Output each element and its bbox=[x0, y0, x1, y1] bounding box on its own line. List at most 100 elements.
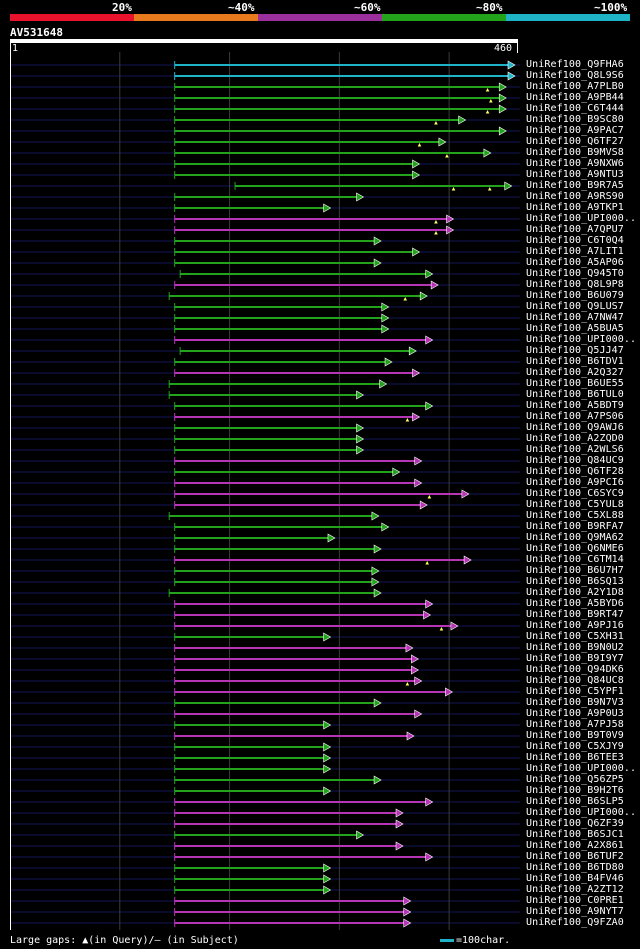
hit-label[interactable]: UniRef100_Q56ZP5 bbox=[526, 774, 624, 785]
hit-label[interactable]: UniRef100_A7NW47 bbox=[526, 312, 624, 323]
hit-label[interactable]: UniRef100_A9NXW6 bbox=[526, 158, 624, 169]
hit-label[interactable]: UniRef100_A7PJ58 bbox=[526, 719, 624, 730]
hit-end-arrow bbox=[356, 434, 365, 444]
hit-label[interactable]: UniRef100_Q9AWJ6 bbox=[526, 422, 624, 433]
hit-label[interactable]: UniRef100_B9N0U2 bbox=[526, 642, 624, 653]
hit-label[interactable]: UniRef100_UPI000.. bbox=[526, 213, 637, 224]
hit-label[interactable]: UniRef100_Q5JJ47 bbox=[526, 345, 624, 356]
hit-label[interactable]: UniRef100_B9R7A5 bbox=[526, 180, 624, 191]
hit-label[interactable]: UniRef100_B9I9Y7 bbox=[526, 653, 624, 664]
hit-end-arrow bbox=[412, 247, 421, 257]
hit-label[interactable]: UniRef100_A7QPU7 bbox=[526, 224, 624, 235]
hit-label[interactable]: UniRef100_Q6ZF39 bbox=[526, 818, 624, 829]
hit-label[interactable]: UniRef100_Q84UC9 bbox=[526, 455, 624, 466]
hit-label[interactable]: UniRef100_A2Q327 bbox=[526, 367, 624, 378]
hit-label[interactable]: UniRef100_B6SJC1 bbox=[526, 829, 624, 840]
hit-label[interactable]: UniRef100_A9NTU3 bbox=[526, 169, 624, 180]
hit-label[interactable]: UniRef100_A9NYT7 bbox=[526, 906, 624, 917]
hit-label[interactable]: UniRef100_C5XJY9 bbox=[526, 741, 624, 752]
hit-end-arrow bbox=[373, 236, 382, 246]
hit-label[interactable]: UniRef100_A9PAC7 bbox=[526, 125, 624, 136]
hit-label[interactable]: UniRef100_B9MVS8 bbox=[526, 147, 624, 158]
hit-end-arrow bbox=[411, 654, 419, 664]
hit-label[interactable]: UniRef100_B9H2T6 bbox=[526, 785, 624, 796]
hit-label[interactable]: UniRef100_Q84UC8 bbox=[526, 675, 624, 686]
hit-label[interactable]: UniRef100_A7PLB0 bbox=[526, 81, 624, 92]
hit-label[interactable]: UniRef100_B9RT47 bbox=[526, 609, 624, 620]
hit-end-arrow bbox=[323, 742, 332, 752]
hit-label[interactable]: UniRef100_B6TUF2 bbox=[526, 851, 624, 862]
hit-label[interactable]: UniRef100_A5BUA5 bbox=[526, 323, 624, 334]
hit-label[interactable]: UniRef100_C5YPF1 bbox=[526, 686, 624, 697]
hit-label[interactable]: UniRef100_C6T0Q4 bbox=[526, 235, 624, 246]
hit-label[interactable]: UniRef100_B6SLP5 bbox=[526, 796, 624, 807]
hit-label[interactable]: UniRef100_B6SQ13 bbox=[526, 576, 624, 587]
hit-label[interactable]: UniRef100_A9PCI6 bbox=[526, 477, 624, 488]
hit-label[interactable]: UniRef100_C6TM14 bbox=[526, 554, 624, 565]
hit-end-arrow bbox=[414, 676, 423, 686]
hit-label[interactable]: UniRef100_C5XL88 bbox=[526, 510, 624, 521]
hit-end-arrow bbox=[498, 126, 507, 136]
hit-label[interactable]: UniRef100_B9SC80 bbox=[526, 114, 624, 125]
hit-label[interactable]: UniRef100_A9PB44 bbox=[526, 92, 624, 103]
hit-label[interactable]: UniRef100_B6TDV1 bbox=[526, 356, 624, 367]
hit-label[interactable]: UniRef100_A9P0U3 bbox=[526, 708, 624, 719]
hit-label[interactable]: UniRef100_Q9FZA0 bbox=[526, 917, 624, 928]
hit-label[interactable]: UniRef100_B6UE55 bbox=[526, 378, 624, 389]
hit-label[interactable]: UniRef100_A9PJ16 bbox=[526, 620, 624, 631]
hit-label[interactable]: UniRef100_C6SYC9 bbox=[526, 488, 624, 499]
hit-label[interactable]: UniRef100_UPI000.. bbox=[526, 334, 637, 345]
hit-label[interactable]: UniRef100_Q94DK6 bbox=[526, 664, 624, 675]
hit-label[interactable]: UniRef100_A2X861 bbox=[526, 840, 624, 851]
hit-end-arrow bbox=[498, 104, 507, 114]
hit-label[interactable]: UniRef100_Q9LUS7 bbox=[526, 301, 624, 312]
hit-label[interactable]: UniRef100_Q8L9P8 bbox=[526, 279, 624, 290]
hit-label[interactable]: UniRef100_UPI000.. bbox=[526, 807, 637, 818]
hit-end-arrow bbox=[323, 885, 332, 895]
legend-label: ~40% bbox=[228, 1, 255, 14]
hit-label[interactable]: UniRef100_Q6NME6 bbox=[526, 543, 624, 554]
hit-label[interactable]: UniRef100_A9RS90 bbox=[526, 191, 624, 202]
hit-label[interactable]: UniRef100_Q6TF28 bbox=[526, 466, 624, 477]
query-gap-marker bbox=[434, 220, 438, 224]
hit-label[interactable]: UniRef100_A5BYD6 bbox=[526, 598, 624, 609]
hit-label[interactable]: UniRef100_B6TD80 bbox=[526, 862, 624, 873]
hit-label[interactable]: UniRef100_B9N7V3 bbox=[526, 697, 624, 708]
hit-label[interactable]: UniRef100_A5AP06 bbox=[526, 257, 624, 268]
hit-label[interactable]: UniRef100_Q9FHA6 bbox=[526, 59, 624, 70]
hit-label[interactable]: UniRef100_C5XH31 bbox=[526, 631, 624, 642]
hit-label[interactable]: UniRef100_A2ZT12 bbox=[526, 884, 624, 895]
hit-label[interactable]: UniRef100_B6U079 bbox=[526, 290, 624, 301]
hit-label[interactable]: UniRef100_A7LIT1 bbox=[526, 246, 624, 257]
hit-label[interactable]: UniRef100_Q9MA62 bbox=[526, 532, 624, 543]
hit-label[interactable]: UniRef100_C5YUL8 bbox=[526, 499, 624, 510]
hit-label[interactable]: UniRef100_A2Y1D8 bbox=[526, 587, 624, 598]
hit-label[interactable]: UniRef100_A9TKP1 bbox=[526, 202, 624, 213]
hit-label[interactable]: UniRef100_A5BDT9 bbox=[526, 400, 624, 411]
hit-label[interactable]: UniRef100_Q8L9S6 bbox=[526, 70, 624, 81]
hit-label[interactable]: UniRef100_B9T0V9 bbox=[526, 730, 624, 741]
hit-end-arrow bbox=[403, 907, 412, 917]
hit-end-arrow bbox=[356, 445, 365, 455]
hit-end-arrow bbox=[414, 478, 423, 488]
hit-end-arrow bbox=[373, 258, 382, 268]
hit-label[interactable]: UniRef100_C6T444 bbox=[526, 103, 624, 114]
hit-label[interactable]: UniRef100_UPI000.. bbox=[526, 763, 637, 774]
hit-end-arrow bbox=[381, 313, 390, 323]
hit-end-arrow bbox=[373, 588, 382, 598]
hit-label[interactable]: UniRef100_A7PS06 bbox=[526, 411, 624, 422]
hit-label[interactable]: UniRef100_C0PRE1 bbox=[526, 895, 624, 906]
hit-label[interactable]: UniRef100_B9RFA7 bbox=[526, 521, 624, 532]
hit-end-arrow bbox=[463, 555, 472, 565]
hit-label[interactable]: UniRef100_A2ZQD0 bbox=[526, 433, 624, 444]
hit-label[interactable]: UniRef100_B6U7H7 bbox=[526, 565, 624, 576]
hit-end-arrow bbox=[323, 753, 332, 763]
query-gap-marker bbox=[403, 297, 408, 301]
hit-label[interactable]: UniRef100_B6TEE3 bbox=[526, 752, 624, 763]
query-id: AV531648 bbox=[10, 26, 63, 39]
hit-label[interactable]: UniRef100_Q945T0 bbox=[526, 268, 624, 279]
hit-label[interactable]: UniRef100_A2WLS6 bbox=[526, 444, 624, 455]
hit-label[interactable]: UniRef100_B4FV46 bbox=[526, 873, 624, 884]
hit-label[interactable]: UniRef100_B6TUL0 bbox=[526, 389, 624, 400]
hit-label[interactable]: UniRef100_Q6TF27 bbox=[526, 136, 624, 147]
